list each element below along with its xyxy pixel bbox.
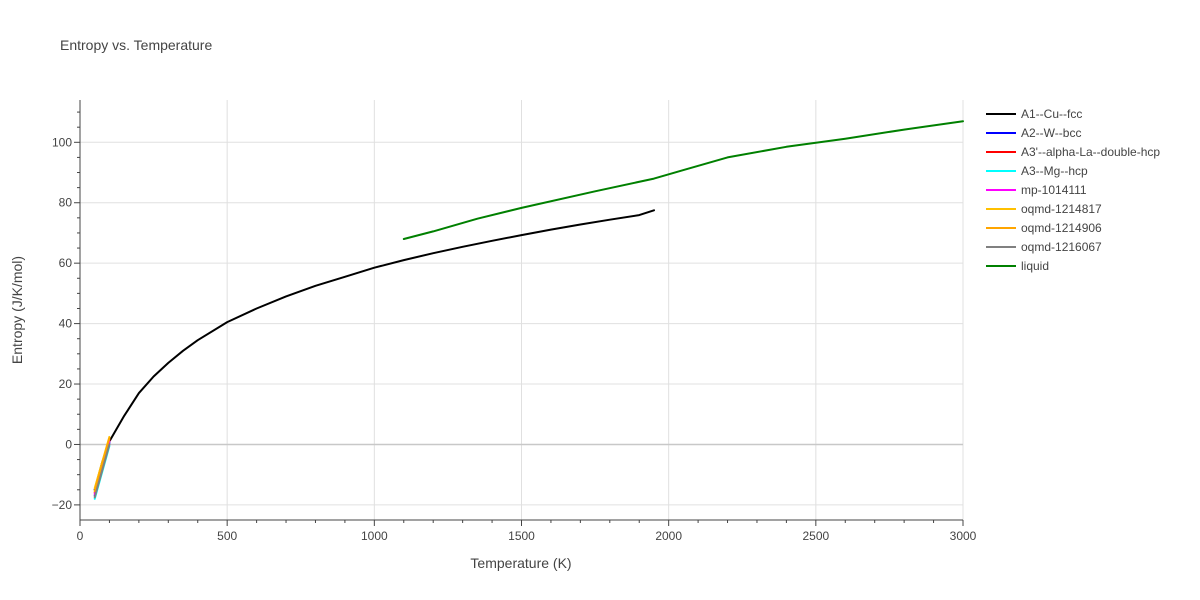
legend-label: oqmd-1216067 <box>1021 240 1102 254</box>
x-tick-labels: 0 500 1000 1500 2000 2500 3000 <box>77 529 977 543</box>
legend-label: liquid <box>1021 259 1049 273</box>
x-tick-label: 1500 <box>508 529 535 543</box>
y-tick-label: 40 <box>59 317 73 331</box>
x-tick-label: 0 <box>77 529 84 543</box>
x-tick-label: 500 <box>217 529 237 543</box>
chart-title: Entropy vs. Temperature <box>60 37 212 53</box>
axes <box>74 100 964 526</box>
series-line-6 <box>93 437 111 493</box>
series-line-8 <box>402 120 964 240</box>
legend-label: A2--W--bcc <box>1021 126 1081 140</box>
legend-label: A3--Mg--hcp <box>1021 164 1088 178</box>
grid <box>80 100 964 520</box>
x-tick-label: 3000 <box>950 529 977 543</box>
series-line-0 <box>93 209 655 491</box>
y-tick-label: 80 <box>59 196 73 210</box>
x-axis-title: Temperature (K) <box>470 555 571 571</box>
legend-label: A3'--alpha-La--double-hcp <box>1021 145 1160 159</box>
legend: A1--Cu--fcc A2--W--bcc A3'--alpha-La--doub… <box>986 107 1160 273</box>
legend-label: oqmd-1214906 <box>1021 221 1102 235</box>
x-tick-label: 2000 <box>655 529 682 543</box>
x-tick-label: 2500 <box>802 529 829 543</box>
legend-label: mp-1014111 <box>1021 183 1087 197</box>
series-lines <box>93 120 964 500</box>
y-tick-label: 20 <box>59 377 73 391</box>
y-tick-label: 60 <box>59 256 73 270</box>
y-tick-labels: −20 0 20 40 60 80 100 <box>52 135 73 512</box>
y-tick-label: −20 <box>52 498 73 512</box>
y-axis-title: Entropy (J/K/mol) <box>9 256 25 364</box>
y-tick-label: 0 <box>65 437 72 451</box>
series-line-7 <box>93 443 111 499</box>
x-tick-label: 1000 <box>361 529 388 543</box>
legend-label: A1--Cu--fcc <box>1021 107 1082 121</box>
y-tick-label: 100 <box>52 135 72 149</box>
legend-label: oqmd-1214817 <box>1021 202 1102 216</box>
